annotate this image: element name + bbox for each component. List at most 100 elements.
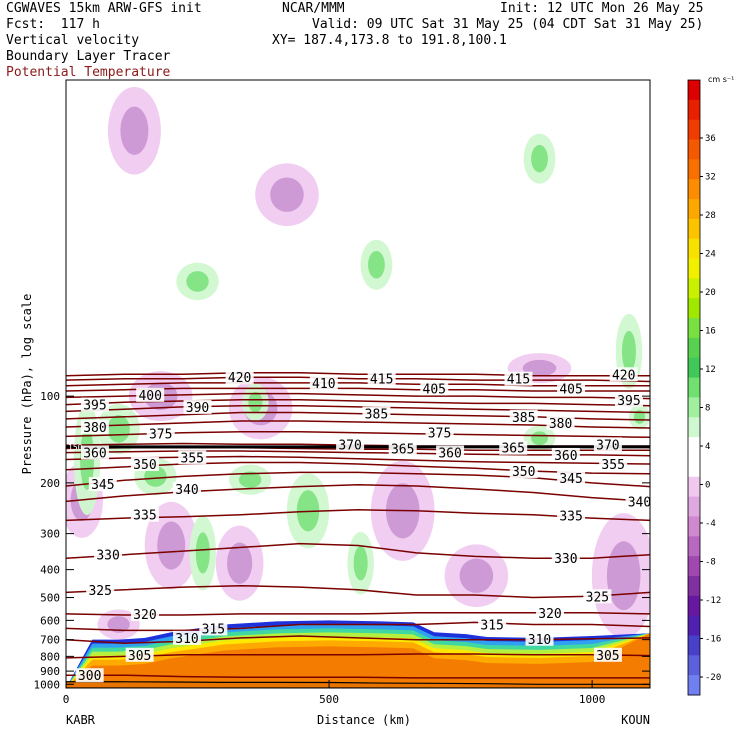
colorbar-label: -16	[705, 635, 721, 645]
contour-label: 325	[88, 584, 111, 599]
contour-label: 340	[175, 483, 198, 498]
contour-label: 315	[480, 618, 503, 633]
y-tick-label: 100	[40, 390, 60, 403]
x-tick-label: 1000	[579, 693, 606, 706]
contour-label-bg	[130, 456, 159, 471]
colorbar-swatch	[688, 437, 700, 458]
colorbar-label: 12	[705, 365, 716, 375]
colorbar-label: 4	[705, 442, 710, 452]
valid-time: Valid: 09 UTC Sat 31 May 25 (04 CDT Sat …	[312, 17, 704, 32]
contour-label: 350	[133, 458, 156, 473]
colorbar-label: 36	[705, 134, 716, 144]
contour-label-bg	[599, 456, 628, 471]
y-axis-label: Pressure (hPa), log scale	[20, 294, 34, 475]
contour-label-bg	[436, 445, 465, 460]
colorbar-label: -20	[705, 673, 721, 683]
colorbar-swatch	[688, 536, 700, 557]
contour-label-bg	[557, 508, 586, 523]
y-tick-label: 800	[40, 650, 60, 663]
contour-label: 350	[512, 465, 535, 480]
contour-label-bg	[593, 437, 622, 452]
contour-label-bg	[499, 440, 528, 455]
colorbar-swatch	[688, 615, 700, 636]
colorbar-swatch	[688, 456, 700, 478]
colorbar-swatch	[688, 318, 700, 339]
contour-label-bg	[173, 630, 202, 645]
contour-label: 395	[83, 399, 106, 414]
contour-label: 380	[83, 421, 106, 436]
isentrope-350	[66, 461, 650, 475]
contour-label-bg	[551, 551, 580, 566]
colorbar-swatch	[688, 258, 700, 279]
colorbar-label: 28	[705, 211, 716, 221]
contour-label-bg	[225, 370, 254, 385]
contour-label: 320	[538, 607, 561, 622]
y-tick-label: 900	[40, 665, 60, 678]
colorbar-swatch	[688, 496, 700, 517]
contour-label-bg	[536, 605, 565, 620]
contour-label-bg	[546, 416, 575, 431]
contour-label: 345	[91, 478, 114, 493]
contour-label-bg	[86, 582, 115, 597]
contour-label: 355	[601, 458, 624, 473]
w-positive-core	[531, 144, 548, 173]
contour-label-bg	[336, 437, 365, 452]
contour-label-bg	[525, 631, 554, 646]
colorbar-swatch	[688, 139, 700, 160]
colorbar-label: -8	[705, 558, 716, 568]
colorbar-units: cm s⁻¹	[708, 75, 734, 84]
colorbar-swatch	[688, 278, 700, 299]
colorbar-swatch	[688, 199, 700, 220]
contour-label-bg	[80, 420, 109, 435]
contour-label-bg	[551, 447, 580, 462]
colorbar-swatch	[688, 298, 700, 319]
x-tick-label: 500	[319, 693, 339, 706]
isentrope-390	[66, 404, 650, 414]
contour-label: 330	[96, 549, 119, 564]
w-positive-core	[353, 545, 368, 581]
y-tick-label: 700	[40, 634, 60, 647]
colorbar-swatch	[688, 99, 700, 121]
contour-label: 325	[586, 590, 609, 605]
w-positive-core	[248, 391, 263, 413]
colorbar-label: 16	[705, 327, 716, 337]
colorbar-label: 0	[705, 481, 710, 491]
left-station-label: KABR	[66, 713, 96, 727]
contour-label-bg	[625, 494, 650, 509]
contour-label: 305	[596, 649, 619, 664]
w-positive-core	[238, 471, 262, 488]
isentrope-300	[66, 674, 650, 679]
w-negative-core	[120, 106, 149, 155]
isentrope-340	[66, 483, 650, 503]
contour-label: 380	[549, 417, 572, 432]
contour-label: 420	[228, 371, 251, 386]
contour-label-bg	[593, 647, 622, 662]
colorbar-swatch	[688, 655, 700, 676]
colorbar-swatch	[688, 575, 700, 597]
contour-label: 365	[501, 442, 524, 457]
contour-label-bg	[614, 392, 643, 407]
bl-tracer-core	[66, 633, 650, 688]
colorbar-swatch	[688, 635, 700, 656]
contour-label-bg	[75, 668, 104, 683]
contour-label: 390	[186, 401, 209, 416]
isentrope-420	[66, 372, 650, 377]
contour-label-bg	[583, 589, 612, 604]
isentrope-315	[66, 621, 650, 632]
w-positive-core	[107, 415, 130, 443]
contour-label: 360	[83, 447, 106, 462]
colorbar-swatch	[688, 238, 700, 260]
contour-label-bg	[173, 481, 202, 496]
contour-label: 375	[149, 428, 172, 443]
right-station-label: KOUN	[621, 713, 650, 727]
contour-label: 310	[528, 633, 551, 648]
isentrope-355	[66, 455, 650, 465]
colorbar-swatch	[688, 179, 700, 200]
contour-label: 395	[617, 394, 640, 409]
plot-frame	[65, 79, 651, 689]
isentrope-305	[66, 653, 650, 659]
contour-label: 330	[554, 552, 577, 567]
contour-label-bg	[130, 507, 159, 522]
colorbar-swatch	[688, 218, 700, 240]
